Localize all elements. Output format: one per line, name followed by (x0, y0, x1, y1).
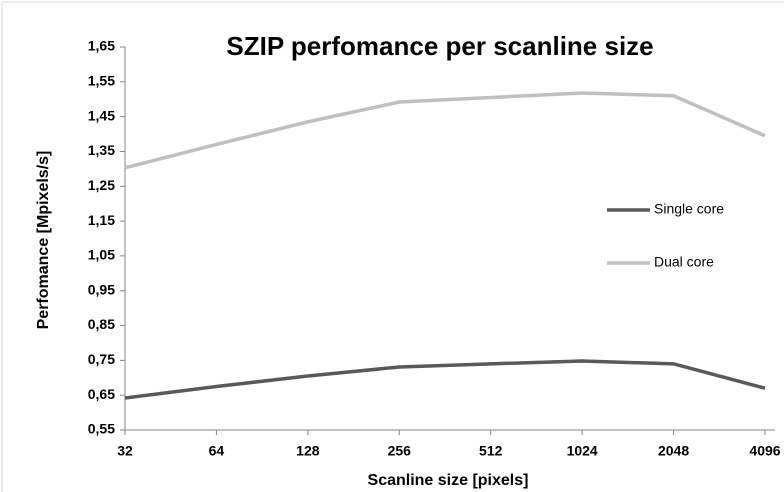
series-line (124, 91, 766, 170)
legend-label: Single core (654, 201, 724, 217)
x-tick-label: 32 (117, 443, 133, 459)
y-tick-label: 1,05 (88, 247, 115, 263)
y-tick-label: 1,45 (88, 107, 115, 123)
y-tick-label: 1,35 (88, 142, 115, 158)
x-tick-label: 1024 (567, 443, 598, 459)
y-tick-label: 0,95 (88, 281, 115, 297)
series-line (124, 359, 766, 400)
y-tick-label: 1,65 (88, 38, 115, 54)
y-tick-label: 1,15 (88, 212, 115, 228)
chart-title: SZIP perfomance per scanline size (226, 31, 653, 61)
x-tick-label: 2048 (658, 443, 689, 459)
legend-label: Dual core (654, 254, 714, 270)
x-tick-label: 4096 (749, 443, 780, 459)
x-tick-label: 512 (479, 443, 503, 459)
y-tick-label: 1,55 (88, 73, 115, 89)
y-tick-label: 0,65 (88, 386, 115, 402)
y-tick-label: 1,25 (88, 177, 115, 193)
y-tick-label: 0,55 (88, 421, 115, 437)
y-tick-label: 0,85 (88, 316, 115, 332)
x-axis-label: Scanline size [pixels] (368, 472, 529, 489)
y-tick-label: 0,75 (88, 351, 115, 367)
x-tick-label: 256 (388, 443, 412, 459)
y-axis-label: Perfomance [Mpixels/s] (35, 151, 52, 330)
x-tick-label: 128 (296, 443, 320, 459)
x-tick-label: 64 (209, 443, 225, 459)
